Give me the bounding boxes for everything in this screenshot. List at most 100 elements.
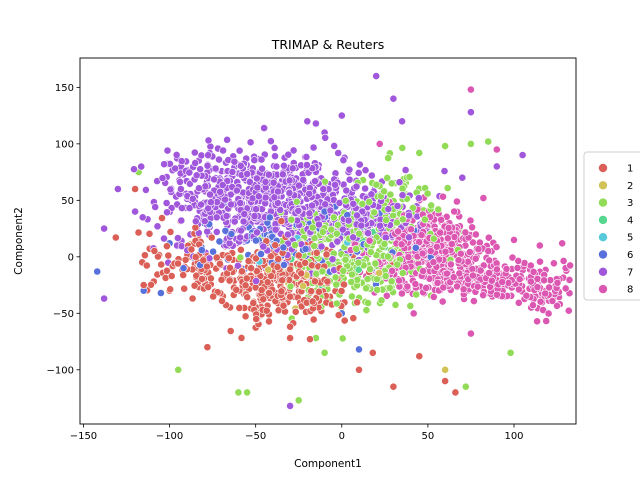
- data-point-series-7: [339, 156, 348, 165]
- data-point-series-8: [437, 215, 445, 224]
- data-point-series-7: [177, 204, 186, 212]
- data-point-series-7: [257, 155, 266, 164]
- data-point-series-1: [340, 316, 349, 325]
- data-point-series-1: [306, 335, 314, 344]
- data-point-series-7: [319, 185, 328, 193]
- data-point-series-1: [198, 274, 206, 283]
- data-point-series-8: [439, 283, 448, 292]
- data-point-series-8: [409, 309, 418, 318]
- data-point-series-3: [371, 259, 380, 268]
- data-point-series-8: [515, 275, 524, 284]
- data-point-series-8: [522, 291, 531, 300]
- data-point-series-7: [266, 137, 275, 146]
- data-point-series-3: [308, 223, 317, 232]
- data-point-series-1: [259, 295, 268, 304]
- data-point-series-1: [297, 269, 306, 278]
- data-point-series-8: [566, 261, 574, 270]
- data-point-series-3: [398, 215, 407, 224]
- data-point-series-7: [206, 198, 215, 207]
- data-point-series-7: [190, 148, 199, 157]
- data-point-series-3: [292, 197, 301, 206]
- data-point-series-3: [370, 208, 378, 217]
- x-tick-label: 100: [504, 431, 523, 442]
- data-point-series-7: [233, 261, 242, 270]
- data-point-series-6: [257, 250, 265, 258]
- data-point-series-7: [492, 162, 501, 171]
- data-point-series-7: [203, 161, 212, 170]
- y-tick-label: −50: [53, 309, 74, 320]
- data-point-series-3: [363, 275, 372, 283]
- data-point-series-1: [154, 252, 162, 261]
- data-point-series-7: [232, 186, 241, 195]
- data-point-series-1: [187, 245, 196, 254]
- data-point-series-8: [382, 291, 391, 300]
- data-point-series-3: [366, 265, 374, 274]
- data-point-series-8: [404, 253, 413, 261]
- data-point-series-7: [305, 189, 314, 198]
- data-point-series-7: [354, 168, 363, 177]
- data-point-series-7: [177, 216, 186, 225]
- data-point-series-7: [163, 146, 172, 155]
- data-point-series-8: [433, 278, 442, 287]
- data-point-series-3: [382, 216, 391, 224]
- legend-label-1: 1: [627, 164, 633, 175]
- data-point-series-3: [387, 179, 396, 188]
- data-point-series-3: [398, 143, 407, 152]
- data-point-series-8: [452, 197, 461, 206]
- data-point-series-7: [330, 141, 339, 150]
- data-point-series-3: [381, 272, 390, 280]
- data-point-series-1: [162, 242, 171, 251]
- legend: 1 2 3 4 5 6 7 8: [583, 151, 640, 301]
- data-point-series-7: [212, 213, 221, 222]
- data-point-series-7: [230, 157, 239, 166]
- data-point-series-1: [257, 286, 266, 294]
- data-point-series-1: [209, 292, 218, 301]
- data-point-series-3: [406, 301, 415, 310]
- data-point-series-1: [164, 251, 173, 260]
- data-point-series-7: [286, 401, 294, 410]
- legend-label-8: 8: [627, 285, 633, 296]
- data-point-series-3: [318, 267, 327, 276]
- data-point-series-8: [411, 280, 420, 288]
- data-point-series-8: [459, 285, 468, 294]
- data-point-series-8: [515, 285, 523, 294]
- data-point-series-8: [375, 139, 384, 148]
- data-point-series-3: [286, 282, 295, 291]
- data-point-series-8: [466, 216, 475, 225]
- data-point-series-1: [249, 299, 258, 307]
- data-point-series-1: [217, 275, 226, 284]
- data-point-series-7: [100, 294, 108, 303]
- data-point-series-7: [440, 167, 449, 175]
- data-point-series-3: [362, 306, 371, 315]
- data-point-series-1: [215, 259, 224, 268]
- data-point-series-7: [294, 181, 303, 190]
- data-point-series-6: [209, 247, 217, 256]
- data-point-series-3: [443, 184, 452, 192]
- data-point-series-3: [386, 190, 395, 199]
- data-point-series-3: [420, 215, 429, 224]
- data-point-series-7: [273, 198, 282, 207]
- data-point-series-7: [381, 233, 390, 242]
- data-point-series-7: [204, 136, 213, 145]
- data-point-series-8: [565, 275, 574, 284]
- data-point-series-7: [252, 277, 260, 285]
- data-point-series-8: [476, 266, 485, 275]
- y-tick-label: 0: [68, 252, 74, 263]
- data-point-series-3: [441, 142, 449, 150]
- data-point-series-1: [349, 314, 358, 323]
- y-tick-label: 100: [55, 139, 74, 150]
- data-point-series-8: [544, 309, 553, 318]
- data-point-series-1: [166, 227, 175, 236]
- data-point-series-1: [199, 256, 208, 265]
- data-point-series-1: [174, 259, 182, 268]
- data-point-series-7: [358, 207, 367, 216]
- data-point-series-3: [341, 255, 350, 264]
- data-point-series-1: [207, 233, 216, 242]
- data-point-series-1: [244, 257, 253, 265]
- data-point-series-7: [250, 156, 259, 165]
- data-point-series-8: [471, 254, 480, 263]
- data-point-series-7: [210, 175, 218, 184]
- data-point-series-7: [395, 178, 404, 187]
- data-point-series-8: [419, 267, 427, 275]
